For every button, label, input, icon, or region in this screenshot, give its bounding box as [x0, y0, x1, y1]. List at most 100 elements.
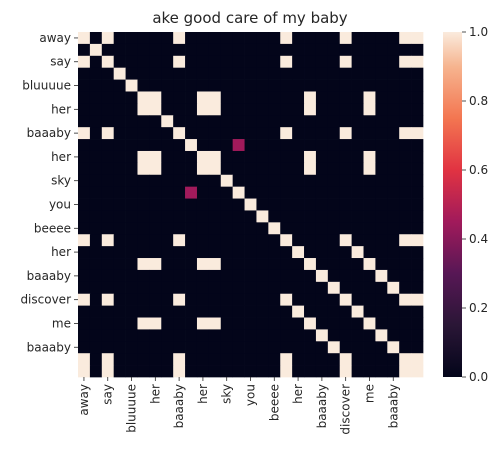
heatmap-cell — [101, 43, 115, 57]
heatmap-cell — [196, 305, 210, 318]
heatmap-cell — [113, 79, 126, 92]
row-tick-label: you — [49, 198, 71, 212]
heatmap-cell — [244, 353, 257, 366]
heatmap-cell — [375, 162, 388, 176]
heatmap-cell — [327, 222, 341, 235]
heatmap-cell — [149, 317, 162, 330]
heatmap-cell — [149, 139, 162, 152]
heatmap-cell — [161, 269, 174, 283]
heatmap-cell — [232, 32, 245, 45]
heatmap-cell — [351, 269, 364, 283]
heatmap-cell — [375, 317, 388, 330]
heatmap-cell — [232, 162, 245, 176]
heatmap-cell — [292, 210, 305, 223]
heatmap-cell — [101, 258, 115, 271]
heatmap-cell — [101, 222, 115, 235]
heatmap-cell — [268, 222, 281, 235]
heatmap-cell — [363, 269, 376, 283]
heatmap-cell — [327, 162, 341, 176]
col-tick-label: you — [244, 384, 258, 406]
heatmap-cell — [244, 55, 257, 69]
heatmap-cell — [149, 115, 162, 128]
heatmap-cell — [339, 198, 352, 211]
heatmap-cell — [244, 79, 257, 92]
heatmap-cell — [268, 162, 281, 176]
heatmap-cell — [327, 103, 341, 116]
heatmap-cell — [101, 293, 115, 306]
heatmap-cell — [375, 139, 388, 152]
heatmap-cell — [315, 365, 329, 378]
heatmap-cell — [244, 234, 257, 247]
heatmap-cell — [137, 32, 150, 45]
heatmap-cell — [220, 103, 234, 116]
heatmap-cell — [113, 55, 126, 69]
heatmap-cell — [244, 365, 257, 378]
heatmap-cell — [387, 317, 400, 330]
heatmap-cell — [280, 139, 293, 152]
heatmap-cell — [268, 103, 281, 116]
heatmap-cell — [256, 139, 269, 152]
heatmap-cell — [399, 353, 412, 366]
heatmap-cell — [101, 234, 115, 247]
heatmap-cells — [78, 32, 424, 378]
heatmap-cell — [315, 150, 329, 164]
heatmap-cell — [339, 293, 352, 306]
heatmap-cell — [399, 139, 412, 152]
heatmap-cell — [304, 269, 317, 283]
heatmap-cell — [268, 353, 281, 366]
heatmap-cell — [89, 365, 103, 378]
heatmap-cell — [387, 353, 400, 366]
heatmap-cell — [196, 198, 210, 211]
heatmap-cell — [78, 103, 91, 116]
heatmap-cell — [292, 341, 305, 354]
heatmap-cell — [387, 341, 400, 354]
heatmap-cell — [351, 246, 364, 259]
row-tick-label: baaaby — [27, 126, 71, 140]
heatmap-cell — [315, 162, 329, 176]
heatmap-cell — [256, 43, 269, 57]
heatmap-cell — [387, 234, 400, 247]
heatmap-cell — [411, 55, 424, 69]
heatmap-cell — [185, 329, 198, 342]
heatmap-cell — [208, 269, 222, 283]
heatmap-cell — [268, 365, 281, 378]
heatmap-cell — [89, 210, 103, 223]
heatmap-cell — [89, 91, 103, 104]
heatmap-cell — [173, 317, 186, 330]
heatmap-cell — [256, 258, 269, 271]
heatmap-cell — [220, 353, 234, 366]
heatmap-cell — [149, 127, 162, 140]
heatmap-cell — [89, 103, 103, 116]
heatmap-cell — [89, 246, 103, 259]
heatmap-cell — [232, 281, 245, 295]
heatmap-cell — [399, 174, 412, 188]
heatmap-cell — [339, 353, 352, 366]
heatmap-cell — [196, 139, 210, 152]
heatmap-cell — [208, 222, 222, 235]
heatmap-cell — [220, 150, 234, 164]
heatmap-cell — [339, 139, 352, 152]
heatmap-cell — [304, 127, 317, 140]
heatmap-cell — [149, 305, 162, 318]
heatmap-cell — [101, 186, 115, 199]
heatmap-cell — [161, 281, 174, 295]
heatmap-cell — [256, 293, 269, 306]
heatmap-cell — [220, 210, 234, 223]
heatmap-cell — [256, 317, 269, 330]
heatmap-cell — [244, 162, 257, 176]
heatmap-cell — [411, 150, 424, 164]
heatmap-cell — [173, 139, 186, 152]
heatmap-cell — [315, 127, 329, 140]
heatmap-cell — [387, 91, 400, 104]
heatmap-cell — [268, 79, 281, 92]
row-tick-label: bluuuue — [22, 79, 71, 93]
heatmap-cell — [304, 258, 317, 271]
heatmap-cell — [315, 103, 329, 116]
heatmap-cell — [411, 258, 424, 271]
heatmap-cell — [351, 174, 364, 188]
heatmap-cell — [232, 317, 245, 330]
heatmap-cell — [399, 55, 412, 69]
heatmap-cell — [375, 341, 388, 354]
heatmap-cell — [280, 67, 293, 80]
heatmap-cell — [161, 174, 174, 188]
